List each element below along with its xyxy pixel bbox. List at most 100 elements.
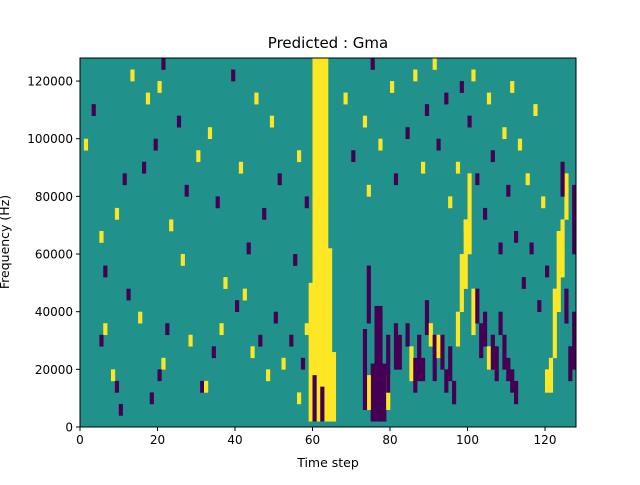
heatmap-cell xyxy=(158,81,162,93)
heatmap-cell xyxy=(433,335,437,381)
heatmap-cell xyxy=(568,346,572,381)
heatmap-cell xyxy=(398,335,402,370)
heatmap-cell xyxy=(316,58,320,422)
heatmap-cell xyxy=(297,392,301,404)
heatmap-cell xyxy=(491,335,495,370)
heatmap-cell xyxy=(247,243,251,255)
heatmap-cell xyxy=(406,323,410,346)
heatmap-cell xyxy=(495,346,499,381)
heatmap-cell xyxy=(301,358,305,370)
heatmap-cell xyxy=(367,375,371,410)
heatmap-cell xyxy=(429,323,433,346)
heatmap-cell xyxy=(483,208,487,220)
heatmap-cell xyxy=(417,335,421,381)
heatmap-cell xyxy=(382,364,386,422)
heatmap-cell xyxy=(305,196,309,208)
heatmap-cell xyxy=(545,266,549,278)
heatmap-cell xyxy=(223,277,227,289)
heatmap-cell xyxy=(161,58,165,70)
heatmap-cell xyxy=(115,381,119,393)
heatmap-cell xyxy=(99,231,103,243)
heatmap-cell xyxy=(150,392,154,404)
heatmap-cell xyxy=(541,196,545,208)
heatmap-cell xyxy=(514,381,518,404)
y-tick-label: 60000 xyxy=(35,248,73,262)
heatmap-cell xyxy=(92,104,96,116)
heatmap-cell xyxy=(289,335,293,347)
heatmap-cell xyxy=(440,335,444,370)
heatmap-cell xyxy=(251,346,255,358)
heatmap-cell xyxy=(282,358,286,370)
heatmap-cell xyxy=(262,208,266,220)
heatmap-cell xyxy=(351,150,355,162)
heatmap-cell xyxy=(235,300,239,312)
heatmap-cell xyxy=(243,289,247,301)
heatmap-cell xyxy=(561,162,565,197)
heatmap-cell xyxy=(212,346,216,358)
heatmap-cell xyxy=(499,243,503,255)
heatmap-cell xyxy=(239,162,243,174)
heatmap-cell xyxy=(254,93,258,105)
heatmap-cell xyxy=(510,369,514,392)
heatmap-cell xyxy=(313,375,317,421)
heatmap-cell xyxy=(561,219,565,277)
heatmap-cell xyxy=(309,283,313,422)
heatmap-cell xyxy=(448,196,452,208)
heatmap-cell xyxy=(425,300,429,335)
heatmap-cell xyxy=(564,173,568,219)
heatmap-cell xyxy=(99,335,103,347)
y-tick-label: 120000 xyxy=(27,75,73,89)
heatmap-cell xyxy=(181,254,185,266)
heatmap-cell xyxy=(506,358,510,381)
heatmap-cell xyxy=(189,335,193,347)
heatmap-cell xyxy=(491,150,495,162)
heatmap-cell xyxy=(274,312,278,324)
heatmap-cell xyxy=(270,116,274,128)
heatmap-cell xyxy=(425,104,429,116)
heatmap-cell xyxy=(204,381,208,393)
heatmap-cell xyxy=(526,173,530,185)
heatmap-cell xyxy=(165,323,169,335)
heatmap-cell xyxy=(127,289,131,301)
heatmap-cell xyxy=(258,335,262,347)
heatmap-cell xyxy=(460,254,464,312)
heatmap-cell xyxy=(324,58,328,422)
heatmap-cell xyxy=(557,231,561,312)
heatmap-cell xyxy=(460,81,464,93)
heatmap-cell xyxy=(479,323,483,358)
heatmap-cell xyxy=(468,116,472,128)
heatmap-cell xyxy=(530,243,534,255)
heatmap-cell xyxy=(220,323,224,335)
heatmap-cells xyxy=(80,58,576,427)
heatmap-cell xyxy=(537,300,541,312)
heatmap-cell xyxy=(371,364,375,422)
heatmap-cell xyxy=(464,219,468,231)
heatmap-cell xyxy=(320,387,324,422)
x-tick-label: 0 xyxy=(76,433,84,447)
x-tick-label: 120 xyxy=(534,433,557,447)
heatmap-cell xyxy=(456,162,460,174)
heatmap-cell xyxy=(502,127,506,139)
y-tick-label: 0 xyxy=(65,421,73,435)
heatmap-cell xyxy=(448,346,452,381)
heatmap-cell xyxy=(297,150,301,162)
heatmap-cell xyxy=(200,381,204,393)
heatmap-cell xyxy=(138,312,142,324)
heatmap-cell xyxy=(506,185,510,197)
y-tick-label: 100000 xyxy=(27,132,73,146)
heatmap-cell xyxy=(456,312,460,347)
heatmap-cell xyxy=(413,70,417,82)
heatmap-cell xyxy=(518,139,522,151)
heatmap-cell xyxy=(130,70,134,82)
heatmap-cell xyxy=(499,312,503,335)
heatmap-cell xyxy=(390,81,394,93)
heatmap-cell xyxy=(363,329,367,410)
heatmap-cell xyxy=(103,323,107,335)
heatmap-cell xyxy=(367,185,371,197)
heatmap-cell xyxy=(154,139,158,151)
heatmap-cell xyxy=(363,116,367,128)
heatmap-cell xyxy=(142,162,146,174)
